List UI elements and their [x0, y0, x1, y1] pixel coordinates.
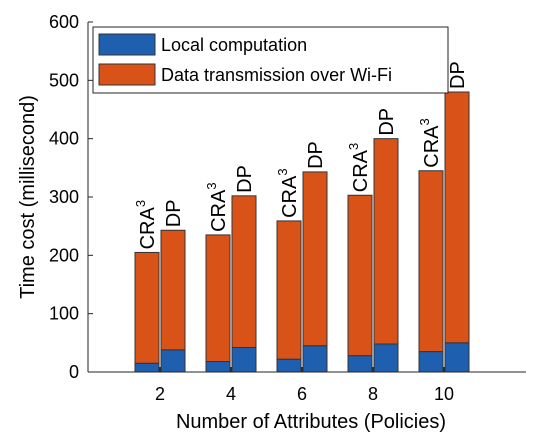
bar-local-cra-4: [205, 361, 231, 373]
y-axis: 0 100 200 300 400 500 600: [49, 12, 93, 382]
y-tick-label: 300: [49, 187, 79, 207]
x-axis-title: Number of Attributes (Policies): [176, 411, 446, 433]
bar-label-cra-2: CRA3: [133, 200, 159, 249]
x-tick-label: 10: [434, 384, 454, 404]
bar-label-superscript: 3: [346, 143, 361, 150]
bar-transmission-dp-2: [160, 229, 186, 351]
bar-label-cra-4: CRA3: [204, 182, 230, 231]
bar-label-superscript: 3: [133, 200, 148, 207]
bar-transmission-cra-4: [205, 234, 231, 363]
y-tick-label: 200: [49, 245, 79, 265]
bar-label-superscript: 3: [275, 168, 290, 175]
y-tick-label: 600: [49, 12, 79, 32]
bar-label-dp-8: DP: [376, 108, 398, 136]
y-tick-label: 500: [49, 70, 79, 90]
legend: Local computation Data transmission over …: [92, 26, 449, 94]
y-tick-label: 400: [49, 129, 79, 149]
bar-local-dp-4: [231, 347, 257, 373]
bar-label-dp-10: DP: [447, 61, 469, 89]
bar-transmission-cra-6: [276, 220, 302, 360]
bar-label-superscript: 3: [417, 118, 432, 125]
y-tick-label: 0: [69, 362, 79, 382]
bar-local-dp-8: [373, 343, 399, 373]
x-tick-label: 4: [226, 384, 236, 404]
bar-transmission-dp-10: [444, 91, 470, 344]
bar-transmission-dp-8: [373, 138, 399, 345]
bar-transmission-cra-2: [134, 251, 160, 364]
bar-local-cra-8: [347, 355, 373, 373]
bar-local-cra-10: [418, 351, 444, 373]
bar-label-cra-8: CRA3: [346, 143, 372, 192]
x-tick-label: 8: [368, 384, 378, 404]
legend-label: Data transmission over Wi-Fi: [161, 65, 392, 85]
y-tick-label: 100: [49, 304, 79, 324]
bar-transmission-dp-4: [231, 195, 257, 348]
x-tick-label: 2: [155, 384, 165, 404]
bar-label-cra-6: CRA3: [275, 168, 301, 217]
bar-local-cra-2: [134, 362, 160, 373]
bar-label-dp-2: DP: [163, 199, 185, 227]
bar-label-cra-10: CRA3: [417, 118, 443, 167]
x-axis: 2 4 6 8 10: [88, 367, 526, 404]
legend-swatch: [98, 33, 156, 56]
x-tick-label: 6: [297, 384, 307, 404]
bar-local-dp-6: [302, 345, 328, 373]
bar-label-superscript: 3: [204, 182, 219, 189]
bar-label-dp-4: DP: [234, 165, 256, 193]
bar-transmission-cra-8: [347, 194, 373, 357]
bars-layer: [134, 91, 470, 373]
bar-label-dp-6: DP: [305, 141, 327, 169]
bar-local-cra-6: [276, 358, 302, 373]
legend-swatch: [98, 63, 156, 86]
y-axis-title: Time cost (millisecond): [17, 95, 39, 299]
bar-transmission-cra-10: [418, 170, 444, 353]
bar-local-dp-2: [160, 349, 186, 373]
bar-local-dp-10: [444, 342, 470, 373]
bar-transmission-dp-6: [302, 171, 328, 347]
legend-label: Local computation: [161, 35, 307, 55]
